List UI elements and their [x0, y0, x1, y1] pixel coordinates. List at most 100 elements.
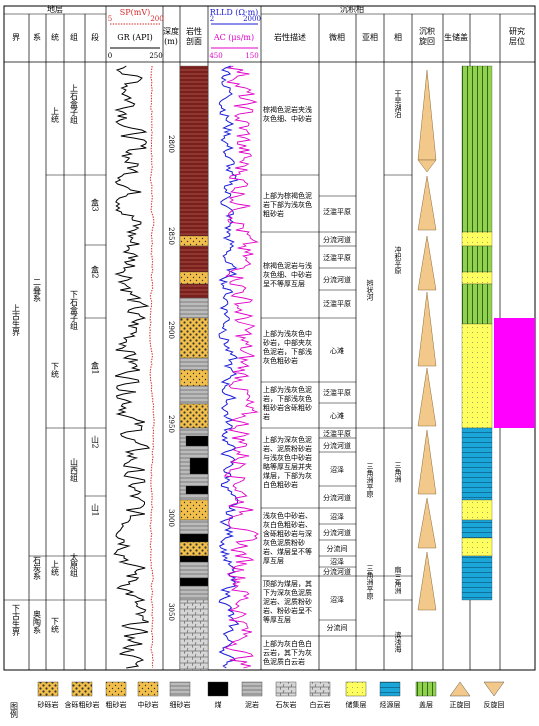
micro-18: 分流间 [327, 623, 348, 632]
header-phase: 相 [394, 32, 402, 42]
legend-label-0: 砂砾岩 [38, 700, 59, 709]
cycle-column [417, 69, 437, 611]
legend-swatch-seal [415, 681, 437, 697]
legend-label-8: 白云岩 [310, 700, 331, 709]
sp-curve [149, 65, 155, 669]
strata-zu-3: 太原组 [70, 552, 79, 577]
litho-sand [179, 541, 209, 557]
litho-coal [185, 435, 209, 447]
header-strata: 地层 [47, 4, 63, 14]
desc-3: 上部为浅灰色中砂岩，中部夹灰色泥岩，下部浅灰色粗砂岩 [263, 330, 312, 365]
legend-label-1: 含砾粗砂岩 [65, 700, 100, 709]
strata-tong-0: 上统 [51, 107, 60, 124]
header-row: 地层 界 系 统 组 段 SP(mV) 5 200 GR (API) 0 250… [12, 4, 525, 60]
study-interval [494, 318, 535, 428]
legend-title: 图例 [10, 702, 19, 719]
strata-xi-2: 奥陶系 [33, 609, 42, 634]
micro-8: 泛滥平原 [323, 429, 351, 438]
header-sp-max: 200 [150, 15, 163, 23]
strata-duan-3: 山2 [91, 434, 100, 448]
header-rlld-max: 2000 [243, 15, 261, 23]
desc-5: 上部为深灰色泥岩、泥质粉砂岩与浅灰色中砂岩略等厚互层并夹煤层，下部为灰白色粗砂岩 [263, 436, 312, 489]
micro-12: 沼泽 [330, 512, 344, 521]
micro-11: 分流河道 [323, 493, 351, 502]
reservoir-column [461, 65, 493, 601]
micro-16: 分流河道 [323, 567, 351, 576]
desc-7: 顶部为煤层，其下为深灰色泥质泥岩、泥质粉砂岩、粉砂岩呈不等厚互层 [263, 580, 312, 624]
strata-duan-1: 盒2 [91, 264, 100, 278]
depth-axis: 2800 2850 2900 2950 3000 3050 [167, 135, 175, 621]
legend-swatch-normal-cycle [449, 681, 471, 697]
legend-label-2: 粗砂岩 [106, 700, 127, 709]
sub-0: 辫状河 [366, 279, 374, 301]
litho-sand [179, 403, 209, 429]
micro-4: 泛滥平原 [323, 299, 351, 308]
strata-tong-2: 上统 [51, 560, 60, 577]
micro-2: 泛滥平原 [323, 253, 351, 262]
depth-tick-2950: 2950 [167, 415, 175, 433]
header-facies: 沉积相 [340, 4, 364, 14]
litho-coal [189, 457, 209, 475]
legend-label-12: 正旋回 [450, 700, 471, 709]
source-layer [461, 519, 493, 539]
depth-tick-2800: 2800 [167, 135, 175, 153]
desc-6-box: 浅灰色中砂岩、灰白色粗砂岩、含砾粗砂岩与深灰色泥质粉砂岩、煤层呈不等厚互层 [263, 512, 312, 565]
litho-sand [179, 499, 209, 521]
litho-grey [179, 297, 209, 319]
cycle-triangle-normal [417, 429, 437, 495]
depth-tick-2850: 2850 [167, 227, 175, 245]
gr-curve [113, 65, 151, 669]
litho-sand [179, 235, 209, 247]
legend-swatch-fine-sand [169, 681, 191, 697]
legend-label-10: 烃源层 [380, 700, 401, 709]
litho-mudstone [179, 65, 209, 237]
legend [37, 681, 505, 697]
legend-swatch-reverse-cycle [483, 681, 505, 697]
phase-0: 干旱湖泊 [394, 90, 402, 119]
strata-divisions [4, 174, 106, 601]
strata-zu-2: 山西组 [70, 457, 79, 482]
litho-grey [179, 385, 209, 405]
header-ac: AC (μs/m) [213, 33, 254, 42]
litho-mudstone [179, 283, 209, 299]
legend-swatch-reservoir [345, 681, 367, 697]
phase-2: 三角洲 [394, 462, 402, 483]
header-sub: 亚相 [362, 32, 378, 42]
legend-label-9: 储集层 [346, 700, 367, 709]
litho-coal [179, 555, 209, 563]
legend-swatch-coal [207, 681, 229, 697]
legend-swatch-limestone [275, 681, 297, 697]
strata-zu-0: 上石盒子组 [70, 84, 79, 124]
desc-4: 上部为浅灰色泥岩，下部浅灰色粗砂岩含砾粗砂岩 [263, 386, 312, 421]
phase-3: 扇三角洲 [394, 565, 402, 594]
legend-label-5: 煤 [215, 700, 222, 709]
reservoir-layer [461, 537, 493, 557]
litho-dolomite [179, 599, 209, 671]
source-layer [461, 427, 493, 501]
litho-mudstone [179, 245, 209, 273]
phase-labels: 干旱湖泊 冲积平原 三角洲 扇三角洲 滨浅海 [394, 90, 402, 654]
strata-xi-1: 石炭系 [33, 556, 42, 580]
micro-6: 泛滥平原 [323, 388, 351, 397]
legend-swatch-source [379, 681, 401, 697]
header-xi: 系 [33, 32, 41, 42]
cycle-triangle-normal [417, 291, 437, 367]
strata-jie-0: 上古生界 [12, 304, 21, 337]
legend-label-13: 反旋回 [484, 700, 505, 709]
strata-duan-4: 山1 [91, 502, 100, 516]
micro-5: 心滩 [330, 346, 344, 355]
header-sp-min: 5 [108, 15, 112, 23]
header-litho-2: 剖面 [186, 36, 202, 46]
legend-swatch-pebbly-coarse-sand [71, 681, 93, 697]
micro-15: 沼泽 [330, 557, 344, 566]
micro-facies: 泛滥平原 分流河道 泛滥平原 分流河道 泛滥平原 心滩 泛滥平原 心滩 泛滥平原… [323, 207, 351, 632]
header-gr-max: 250 [149, 52, 162, 60]
litho-coal [179, 533, 209, 543]
header-reservoir: 生储盖 [444, 32, 468, 42]
legend-label-7: 石灰岩 [276, 700, 297, 709]
legend-label-11: 盖层 [419, 700, 433, 709]
legend-swatch-medium-sand [137, 681, 159, 697]
strata-labels: 上古生界 下古生界 二叠系 石炭系 奥陶系 上统 下统 上统 下统 上石盒子组 … [12, 84, 100, 637]
strata-xi-0: 二叠系 [33, 278, 42, 302]
log-curves [113, 65, 259, 669]
